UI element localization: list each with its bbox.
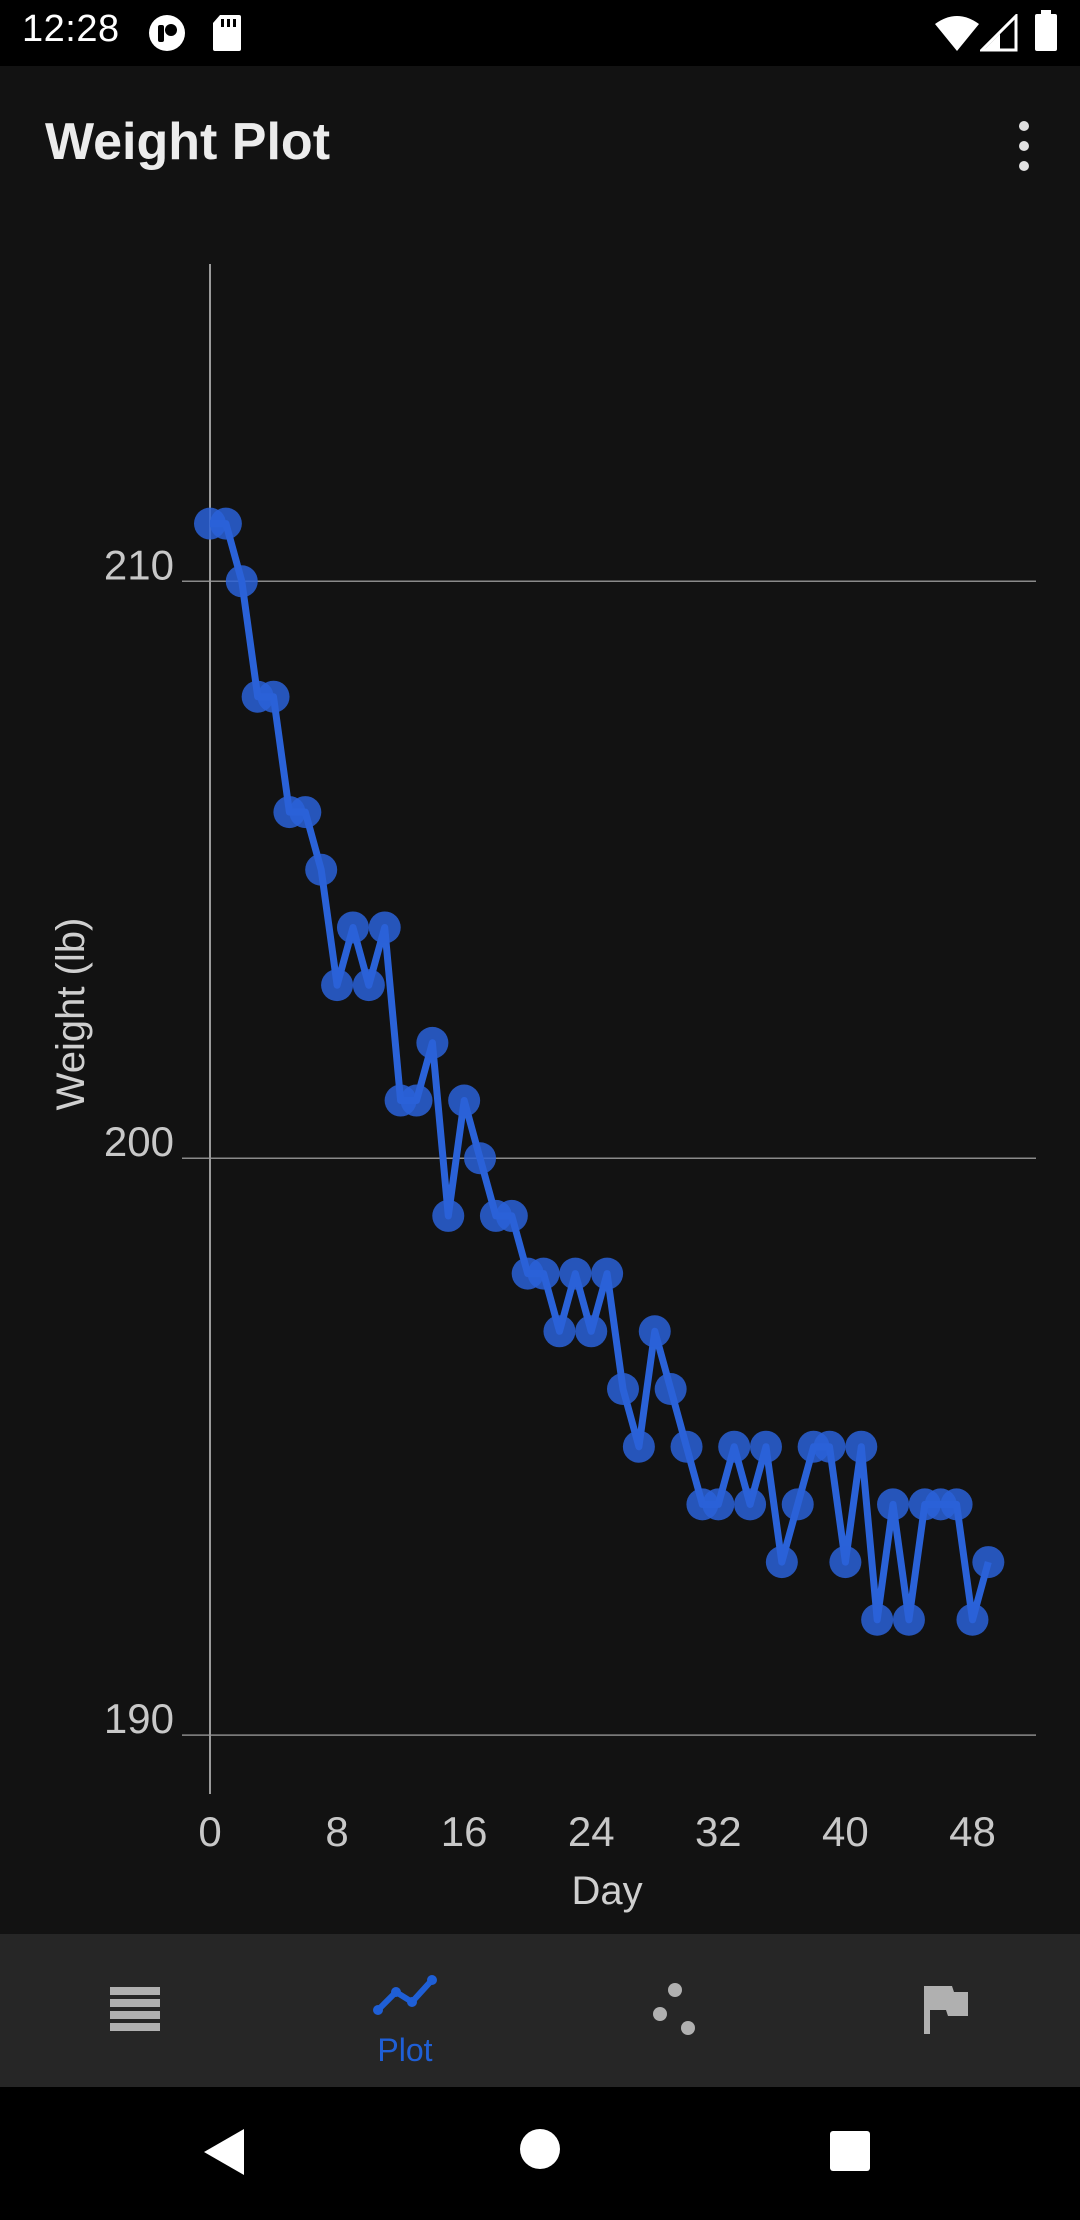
data-point	[495, 1199, 528, 1232]
scatter-icon	[653, 1983, 695, 2035]
data-point	[400, 1084, 433, 1117]
data-point	[749, 1430, 782, 1463]
recents-icon	[830, 2131, 870, 2171]
app-bar: Weight Plot	[0, 66, 1080, 224]
recents-button[interactable]	[828, 2129, 872, 2178]
bottom-navigation: Plot	[0, 1934, 1080, 2087]
x-tick-label: 0	[198, 1808, 221, 1855]
data-point	[877, 1488, 910, 1521]
data-point	[765, 1546, 798, 1579]
data-point	[336, 911, 369, 944]
data-point	[591, 1257, 624, 1290]
system-navigation-bar	[0, 2087, 1080, 2220]
x-tick-label: 40	[822, 1808, 869, 1855]
nav-label-plot: Plot	[377, 2032, 433, 2068]
nav-item-flag[interactable]	[810, 1934, 1080, 2087]
x-tick-label: 16	[441, 1808, 488, 1855]
data-point	[813, 1430, 846, 1463]
data-point	[416, 1026, 449, 1059]
grid-lines	[182, 580, 1036, 1736]
data-point	[368, 911, 401, 944]
sd-card-icon	[213, 15, 241, 51]
weight-line-chart: 190 200 210 0 8 16 24 32 40 48 Day Weight (lb)	[49, 264, 1036, 1913]
status-time: 12:28	[22, 8, 120, 50]
wifi-icon	[935, 16, 979, 51]
list-icon	[110, 1987, 160, 2031]
status-bar: 12:28	[0, 0, 1080, 66]
home-button[interactable]	[518, 2127, 562, 2176]
data-point	[622, 1430, 655, 1463]
back-button[interactable]	[200, 2125, 248, 2184]
data-point	[845, 1430, 878, 1463]
more-vert-icon	[1019, 121, 1029, 171]
data-point	[972, 1546, 1005, 1579]
x-tick-label: 32	[695, 1808, 742, 1855]
data-points	[194, 507, 1005, 1636]
data-point	[702, 1488, 735, 1521]
data-point	[638, 1315, 671, 1348]
data-point	[734, 1488, 767, 1521]
data-point	[321, 969, 354, 1002]
data-point	[559, 1257, 592, 1290]
data-point	[829, 1546, 862, 1579]
data-point	[305, 853, 338, 886]
data-point	[225, 565, 258, 598]
data-point	[607, 1373, 639, 1405]
data-point	[654, 1373, 687, 1405]
y-tick-label: 210	[104, 541, 174, 588]
battery-icon	[1035, 10, 1057, 51]
x-tick-label: 48	[949, 1808, 996, 1855]
data-point	[257, 680, 290, 713]
data-point	[940, 1488, 973, 1521]
data-point	[527, 1257, 560, 1290]
data-point	[209, 507, 242, 540]
signal-icon	[980, 14, 1018, 52]
data-point	[464, 1142, 497, 1175]
home-icon	[520, 2129, 560, 2169]
data-point	[956, 1603, 989, 1636]
data-point	[670, 1430, 703, 1463]
data-point	[861, 1603, 894, 1636]
y-axis-label: Weight (lb)	[49, 918, 93, 1111]
data-point	[448, 1084, 481, 1117]
weight-chart: 190 200 210 0 8 16 24 32 40 48 Day Weight (lb)	[0, 224, 1080, 1934]
x-axis-label: Day	[572, 1869, 643, 1913]
plot-icon	[373, 1975, 437, 2015]
data-point	[718, 1430, 751, 1463]
app-notification-icon	[149, 15, 185, 51]
overflow-menu-button[interactable]	[994, 114, 1054, 178]
axis-ticks: 190 200 210 0 8 16 24 32 40 48	[104, 541, 996, 1855]
y-tick-label: 190	[104, 1695, 174, 1742]
data-point	[289, 796, 322, 829]
back-icon	[204, 2129, 244, 2175]
data-point	[892, 1603, 925, 1636]
page-title: Weight Plot	[45, 113, 331, 171]
flag-icon	[924, 1986, 968, 2034]
data-point	[575, 1315, 608, 1348]
data-point	[543, 1315, 576, 1348]
data-point	[432, 1199, 465, 1232]
y-tick-label: 200	[104, 1118, 174, 1165]
data-point	[781, 1488, 814, 1521]
nav-item-plot[interactable]: Plot	[270, 1934, 540, 2087]
x-tick-label: 8	[325, 1808, 348, 1855]
nav-item-list[interactable]	[0, 1934, 270, 2087]
nav-item-scatter[interactable]	[540, 1934, 810, 2087]
data-point	[352, 969, 385, 1002]
x-tick-label: 24	[568, 1808, 615, 1855]
